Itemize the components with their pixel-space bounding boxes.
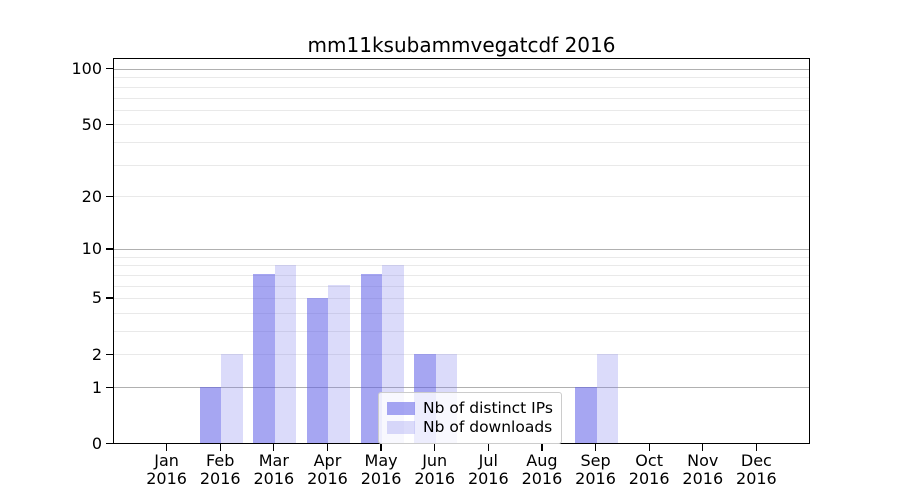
x-tick-label-jan: Jan 2016 [146,451,187,488]
bar-distinct-ips-apr [306,297,329,443]
x-tick-label-jul: Jul 2016 [467,451,509,488]
y-gridline-major [114,248,809,250]
y-gridline-minor [114,274,809,276]
x-tick-mark [219,444,221,451]
legend-swatch-distinct-ips-icon [387,402,415,415]
legend-item-downloads: Nb of downloads [387,419,553,436]
y-gridline-minor [114,331,809,333]
y-tick-mark [106,353,113,356]
y-gridline-minor [114,265,809,267]
y-gridline-minor [114,298,809,300]
y-tick-mark [106,123,113,125]
legend-item-distinct-ips: Nb of distinct IPs [387,400,553,417]
x-tick-label-nov: Nov 2016 [682,451,724,488]
y-gridline-major [114,68,809,70]
x-tick-mark [755,444,758,451]
x-tick-mark [702,444,704,451]
y-gridline-minor [114,256,809,258]
x-tick-mark [326,444,329,451]
y-gridline-minor [114,354,809,356]
x-tick-label-feb: Feb 2016 [199,451,241,488]
x-tick-label-mar: Mar 2016 [253,451,295,488]
y-tick-mark [106,386,113,388]
y-gridline-minor [114,164,809,166]
y-gridline-minor [114,109,809,111]
chart-title: mm11ksubammvegatcdf 2016 [307,33,616,57]
legend-label-distinct-ips: Nb of distinct IPs [423,399,553,417]
legend: Nb of distinct IPs Nb of downloads [378,392,562,444]
y-tick-label: 1 [91,377,102,397]
x-tick-label-apr: Apr 2016 [307,451,348,488]
x-tick-mark [434,444,436,451]
y-gridline-minor [114,86,809,88]
x-tick-mark [165,444,168,451]
y-gridline-minor [114,97,809,99]
legend-swatch-downloads-icon [387,421,415,434]
y-tick-mark [106,68,113,70]
y-tick-label: 0 [91,434,102,453]
bar-distinct-ips-sep [575,386,597,443]
x-tick-label-dec: Dec 2016 [736,451,777,488]
bar-distinct-ips-may [360,274,383,443]
y-tick-label: 2 [91,344,102,364]
x-tick-mark [487,444,489,451]
y-gridline-major [114,387,809,389]
bar-downloads-feb [221,353,243,443]
y-tick-mark [106,248,113,250]
x-tick-label-sep: Sep 2016 [575,451,616,488]
y-gridline-minor [114,142,809,144]
x-tick-mark [380,444,382,451]
y-tick-label: 50 [81,114,102,134]
y-tick-label: 5 [91,288,102,308]
y-tick-label: 100 [71,59,102,79]
y-tick-mark [106,195,113,198]
x-tick-mark [648,444,650,451]
plot-area [113,58,810,444]
x-tick-label-oct: Oct 2016 [628,451,670,488]
x-tick-label-may: May 2016 [360,451,402,488]
y-tick-mark [106,443,113,445]
y-gridline-minor [114,124,809,126]
bar-downloads-mar [274,264,297,443]
x-tick-label-aug: Aug 2016 [521,451,563,488]
bar-distinct-ips-mar [253,274,275,443]
y-tick-label: 20 [81,186,102,206]
y-gridline-minor [114,196,809,198]
bar-downloads-sep [596,353,619,443]
bar-downloads-apr [328,284,350,443]
y-gridline-minor [114,285,809,287]
y-gridline-minor [114,77,809,79]
y-gridline-minor [114,312,809,314]
x-tick-mark [541,444,543,451]
y-tick-mark [106,297,113,299]
x-tick-mark [273,444,275,451]
x-tick-label-jun: Jun 2016 [414,451,456,488]
bar-distinct-ips-feb [199,386,222,443]
y-tick-label: 10 [81,239,102,259]
legend-label-downloads: Nb of downloads [423,418,553,436]
x-tick-mark [594,444,597,451]
